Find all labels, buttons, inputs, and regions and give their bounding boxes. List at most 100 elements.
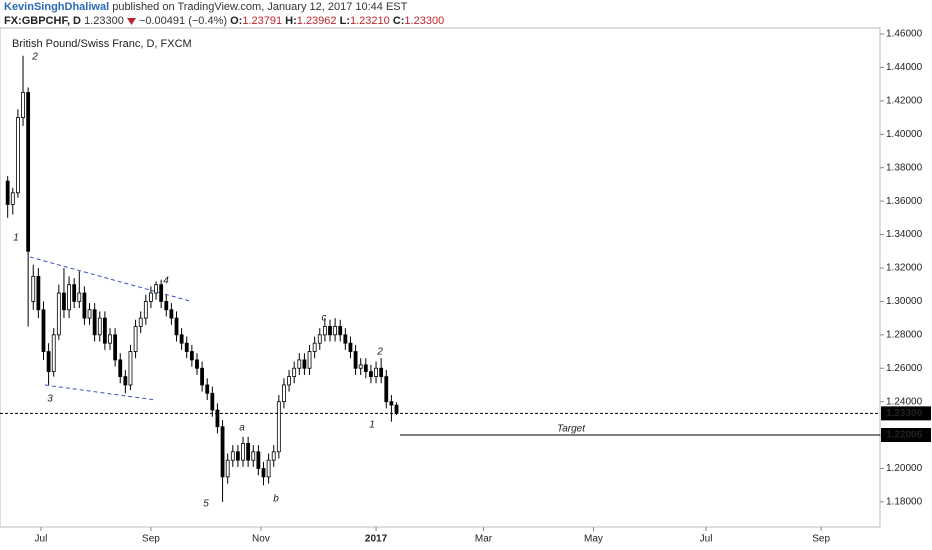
candle-body xyxy=(149,292,153,302)
candle-body xyxy=(179,334,184,344)
chart-title: British Pound/Swiss Franc, D, FXCM xyxy=(12,38,192,50)
candle-body xyxy=(363,364,368,372)
candle-body xyxy=(338,326,343,336)
candle-body xyxy=(123,376,128,386)
candle-body xyxy=(82,292,87,319)
candle-body xyxy=(353,351,358,369)
candle-body xyxy=(358,364,363,369)
y-tick-label: 1.34000 xyxy=(886,229,923,240)
candle-body xyxy=(369,371,373,378)
candle-body xyxy=(87,309,92,319)
candle-body xyxy=(67,284,71,311)
candle-body xyxy=(302,359,307,369)
candle-body xyxy=(215,409,220,428)
x-tick-label: May xyxy=(584,534,603,545)
candle-body xyxy=(317,334,322,344)
candle-body xyxy=(56,292,61,336)
candle-body xyxy=(200,367,204,386)
candle-body xyxy=(343,334,348,344)
wave-label: 2 xyxy=(376,347,383,358)
candle-body xyxy=(282,384,286,403)
candle-body xyxy=(26,92,31,252)
wave-label: 1 xyxy=(13,233,19,244)
candle-body xyxy=(138,317,143,327)
wave-label: 2 xyxy=(31,52,38,63)
candle-body xyxy=(261,468,266,478)
candle-body xyxy=(333,326,338,336)
wave-label: b xyxy=(273,494,279,505)
close: 1.23300 xyxy=(404,15,445,27)
x-tick-label: Jul xyxy=(700,534,713,545)
last: 1.23300 xyxy=(84,15,124,27)
wave-label: 1 xyxy=(369,420,375,431)
candle-body xyxy=(108,334,112,344)
candle-body xyxy=(220,426,225,478)
y-tick-label: 1.40000 xyxy=(886,129,923,140)
candle-body xyxy=(31,275,36,302)
candle-body xyxy=(118,359,123,378)
candle-body xyxy=(77,292,82,302)
wave-label: 4 xyxy=(163,276,169,287)
y-tick-label: 1.18000 xyxy=(886,497,923,508)
candle-body xyxy=(384,376,389,403)
low: 1.23210 xyxy=(349,15,390,27)
candle-body xyxy=(97,317,102,336)
x-tick-label: Nov xyxy=(252,534,270,545)
candle-body xyxy=(159,284,164,302)
price-label-box xyxy=(881,406,931,421)
x-tick-label: Sep xyxy=(812,534,830,545)
candle-body xyxy=(164,301,169,311)
candle-body xyxy=(266,459,271,478)
y-tick-label: 1.38000 xyxy=(886,162,923,173)
candle-body xyxy=(374,367,378,378)
y-tick-label: 1.42000 xyxy=(886,96,923,107)
candle-body xyxy=(36,275,41,311)
y-tick-label: 1.44000 xyxy=(886,62,923,73)
x-tick-label: Sep xyxy=(142,534,160,545)
candle-body xyxy=(276,401,281,453)
candle-body xyxy=(133,326,138,352)
candle-body xyxy=(189,351,194,361)
candle-body xyxy=(297,359,302,369)
candle-body xyxy=(113,334,118,361)
candle-body xyxy=(348,342,353,352)
header-line-2: FX:GBPCHF, D 1.23300 −0.00491 (−0.4%) O:… xyxy=(4,14,444,28)
wave-label: 3 xyxy=(47,394,53,405)
y-tick-label: 1.28000 xyxy=(886,329,923,340)
candle-body xyxy=(41,309,46,352)
price-label: 1.23300 xyxy=(886,408,923,419)
wave-label: c xyxy=(322,313,327,324)
header-line-1: KevinSinghDhaliwal published on TradingV… xyxy=(4,0,444,14)
high-key: H: xyxy=(285,15,297,27)
candle-body xyxy=(195,359,199,369)
header: KevinSinghDhaliwal published on TradingV… xyxy=(4,0,444,28)
candle-body xyxy=(246,443,251,461)
candle-body xyxy=(62,292,66,311)
wave-label: 5 xyxy=(203,499,209,510)
y-tick-label: 1.36000 xyxy=(886,196,923,207)
candle-body xyxy=(292,367,297,378)
candle-body xyxy=(307,351,312,369)
y-tick-label: 1.24000 xyxy=(886,396,923,407)
change: −0.00491 (−0.4%) xyxy=(138,15,228,27)
wave-label: a xyxy=(239,423,245,434)
candle-body xyxy=(312,342,317,352)
candle-body xyxy=(394,404,399,414)
price-label: 1.22006 xyxy=(886,430,923,441)
open: 1.23791 xyxy=(242,15,283,27)
candle-body xyxy=(256,451,261,469)
candle-body xyxy=(389,401,394,406)
candle-body xyxy=(184,342,189,352)
plot-frame xyxy=(0,27,881,528)
candle-body xyxy=(225,459,230,478)
candle-body xyxy=(241,443,245,461)
x-tick-label: Jul xyxy=(35,534,48,545)
candle-body xyxy=(72,284,77,302)
author: KevinSinghDhaliwal xyxy=(4,1,110,13)
candle-body xyxy=(10,192,15,205)
low-key: L: xyxy=(339,15,350,27)
y-tick-label: 1.32000 xyxy=(886,263,923,274)
candle-body xyxy=(46,351,51,372)
candle-body xyxy=(5,180,10,205)
